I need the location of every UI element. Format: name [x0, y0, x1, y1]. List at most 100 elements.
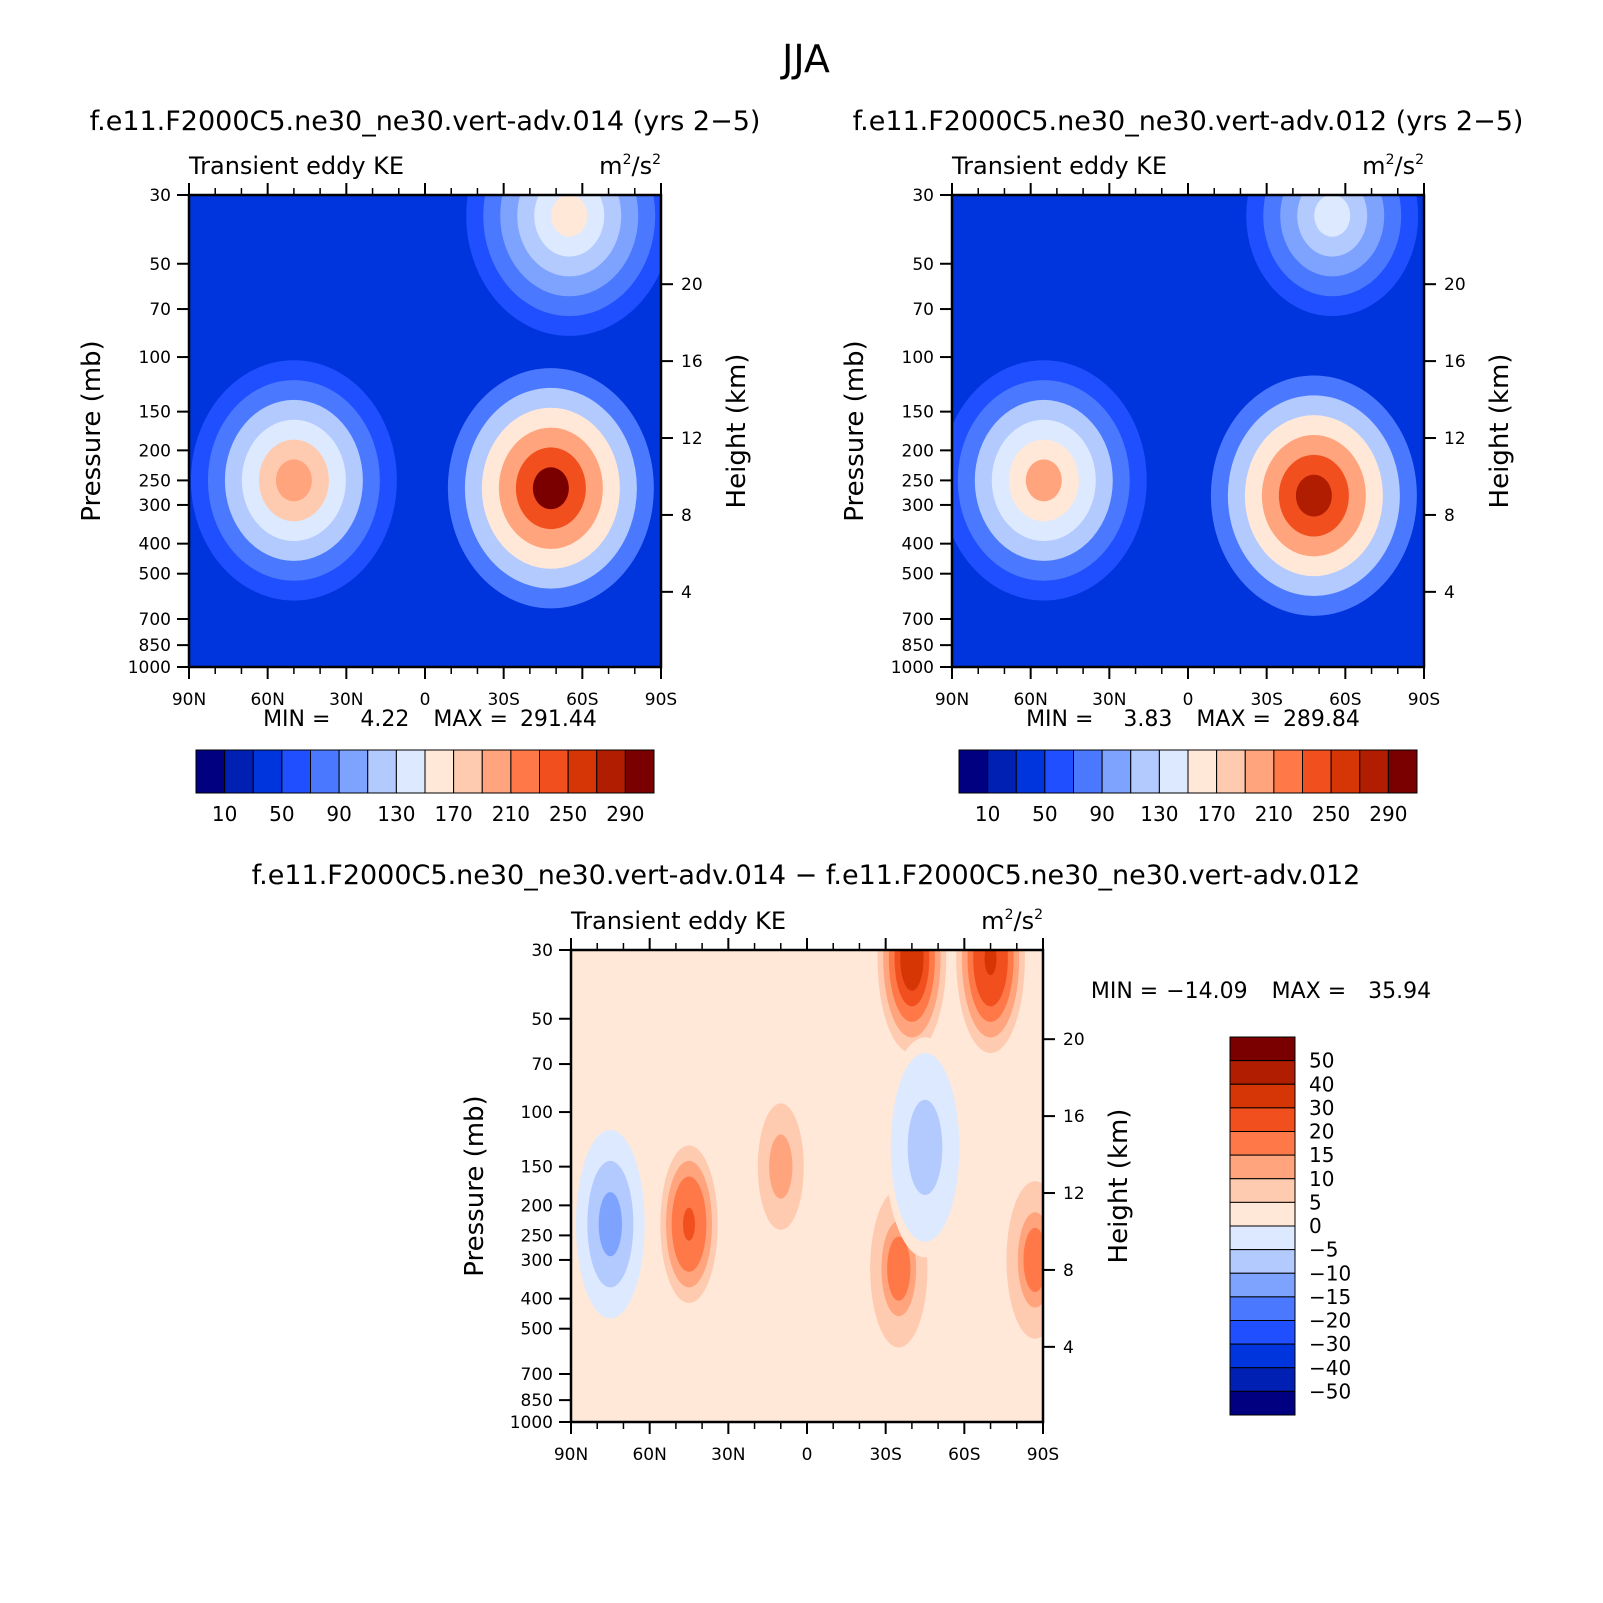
colorbar-swatch [1229, 1390, 1296, 1416]
colorbar-swatch [510, 749, 540, 794]
y-tick-label: 50 [912, 255, 934, 275]
colorbar-label: 250 [1312, 802, 1350, 826]
panel-a: f.e11.F2000C5.ne30_ne30.vert-adv.014 (yr… [77, 106, 761, 826]
y-tick-label: 1000 [128, 658, 171, 678]
colorbar-label: 90 [326, 802, 351, 826]
y-tick-label: 70 [531, 1055, 553, 1075]
colorbar-label: 0 [1309, 1214, 1322, 1238]
colorbar-swatch [958, 749, 989, 794]
colorbar-swatch [1387, 749, 1418, 794]
y-tick-label: 30 [912, 186, 934, 206]
colorbar-swatch [1273, 749, 1303, 794]
colorbar-label: −5 [1309, 1238, 1338, 1262]
x-tick-label: 30S [487, 690, 519, 710]
colorbar-label: −30 [1309, 1332, 1351, 1356]
colorbar-swatch [195, 749, 226, 794]
y-tick-label: 100 [902, 348, 934, 368]
panel-a-title: f.e11.F2000C5.ne30_ne30.vert-adv.014 (yr… [90, 106, 761, 137]
y-tick-label: 1000 [510, 1413, 553, 1433]
colorbar-swatch [310, 749, 340, 794]
colorbar-swatch [1229, 1060, 1296, 1085]
colorbar-swatch [1229, 1367, 1296, 1392]
y-tick-label: 400 [902, 535, 934, 555]
y-tick-label: 300 [521, 1251, 553, 1271]
y-tick-label: 250 [902, 471, 934, 491]
colorbar-label: 50 [1309, 1049, 1334, 1073]
y-tick-label: 500 [521, 1320, 553, 1340]
y-tick-label: 700 [902, 610, 934, 630]
colorbar-label: −10 [1309, 1261, 1351, 1285]
y-tick-label: 700 [139, 610, 171, 630]
x-tick-label: 90S [1408, 690, 1440, 710]
colorbar-swatch [1330, 749, 1361, 794]
x-tick-label: 90N [935, 690, 969, 710]
y-tick-label: 400 [139, 535, 171, 555]
colorbar-swatch [1244, 749, 1275, 794]
panel-c-stats: MIN = −14.09 MAX = 35.94 [1091, 979, 1431, 1004]
panel-a-ylabel: Pressure (mb) [77, 340, 107, 521]
x-tick-label: 60N [1013, 690, 1047, 710]
colorbar-swatch [1229, 1225, 1296, 1251]
panel-b-ylabel: Pressure (mb) [840, 340, 870, 521]
contour-fill-level [1025, 459, 1062, 502]
colorbar-swatch [252, 749, 283, 794]
colorbar-swatch [624, 749, 655, 794]
y-tick-label: 300 [902, 496, 934, 516]
y2-tick-label: 8 [1063, 1261, 1074, 1281]
contour-fill-level [1314, 195, 1351, 237]
panel-c-left-string: Transient eddy KE [570, 907, 786, 935]
colorbar-swatch [1015, 749, 1046, 794]
colorbar-label: 50 [1032, 802, 1057, 826]
y-tick-label: 100 [521, 1103, 553, 1123]
colorbar-label: 15 [1309, 1143, 1334, 1167]
colorbar-label: 90 [1089, 802, 1114, 826]
colorbar-label: −20 [1309, 1309, 1351, 1333]
y2-tick-label: 8 [681, 506, 692, 526]
x-tick-label: 30N [1092, 690, 1126, 710]
colorbar-label: −50 [1309, 1379, 1351, 1403]
colorbar-swatch [1229, 1036, 1296, 1062]
x-tick-label: 0 [802, 1445, 813, 1465]
colorbar-swatch [1101, 749, 1132, 794]
panel-a-stats: MIN = 4.22 MAX = 291.44 [263, 707, 597, 732]
y-tick-label: 850 [521, 1391, 553, 1411]
colorbar-swatch [1229, 1083, 1296, 1109]
y2-tick-label: 12 [681, 429, 703, 449]
colorbar-swatch [1229, 1272, 1296, 1298]
colorbar-swatch [424, 749, 455, 794]
y-tick-label: 150 [902, 403, 934, 423]
y-tick-label: 300 [139, 496, 171, 516]
panel-a-contour-field [189, 195, 661, 667]
colorbar-swatch [1044, 749, 1074, 794]
x-tick-label: 0 [1183, 690, 1194, 710]
y-tick-label: 70 [149, 300, 171, 320]
colorbar-swatch [1229, 1107, 1296, 1132]
colorbar-swatch [1130, 749, 1160, 794]
panel-c-contour-field [571, 950, 1043, 1422]
y-tick-label: 400 [521, 1290, 553, 1310]
y2-tick-label: 12 [1444, 429, 1466, 449]
colorbar-label: 30 [1309, 1096, 1334, 1120]
panel-b-colorbar: 10 50 90 130 170 210 250 290 [958, 749, 1418, 826]
x-tick-label: 60N [632, 1445, 666, 1465]
figure-title: JJA [780, 37, 830, 81]
contour-fill-level [774, 1150, 787, 1184]
x-tick-label: 90N [172, 690, 206, 710]
colorbar-swatch [224, 749, 254, 794]
colorbar-swatch [338, 749, 369, 794]
panel-b-title: f.e11.F2000C5.ne30_ne30.vert-adv.012 (yr… [853, 106, 1524, 137]
y2-tick-label: 20 [1063, 1030, 1085, 1050]
y2-tick-label: 8 [1444, 506, 1455, 526]
x-tick-label: 60S [566, 690, 598, 710]
y-tick-label: 30 [531, 941, 553, 961]
y-tick-label: 500 [902, 565, 934, 585]
y-tick-label: 30 [149, 186, 171, 206]
colorbar-swatch [987, 749, 1017, 794]
contour-fill-level [905, 950, 918, 976]
y-tick-label: 850 [902, 636, 934, 656]
y2-tick-label: 16 [681, 352, 703, 372]
y2-tick-label: 4 [1063, 1338, 1074, 1358]
